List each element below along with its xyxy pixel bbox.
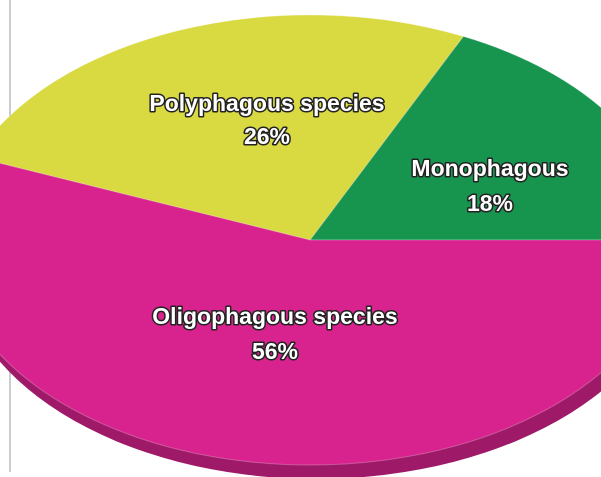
pie-slice xyxy=(308,35,601,241)
slice-label: Oligophagous species xyxy=(152,303,397,329)
slice-value-label: 18% xyxy=(467,190,513,216)
pie xyxy=(0,14,601,477)
slice-value-label: 56% xyxy=(252,338,298,364)
pie-slice xyxy=(0,162,601,466)
pie-slice xyxy=(0,14,465,241)
slice-value-label: 26% xyxy=(244,123,290,149)
slice-label: Monophagous xyxy=(411,155,568,181)
slice-label: Polyphagous species xyxy=(149,90,384,116)
